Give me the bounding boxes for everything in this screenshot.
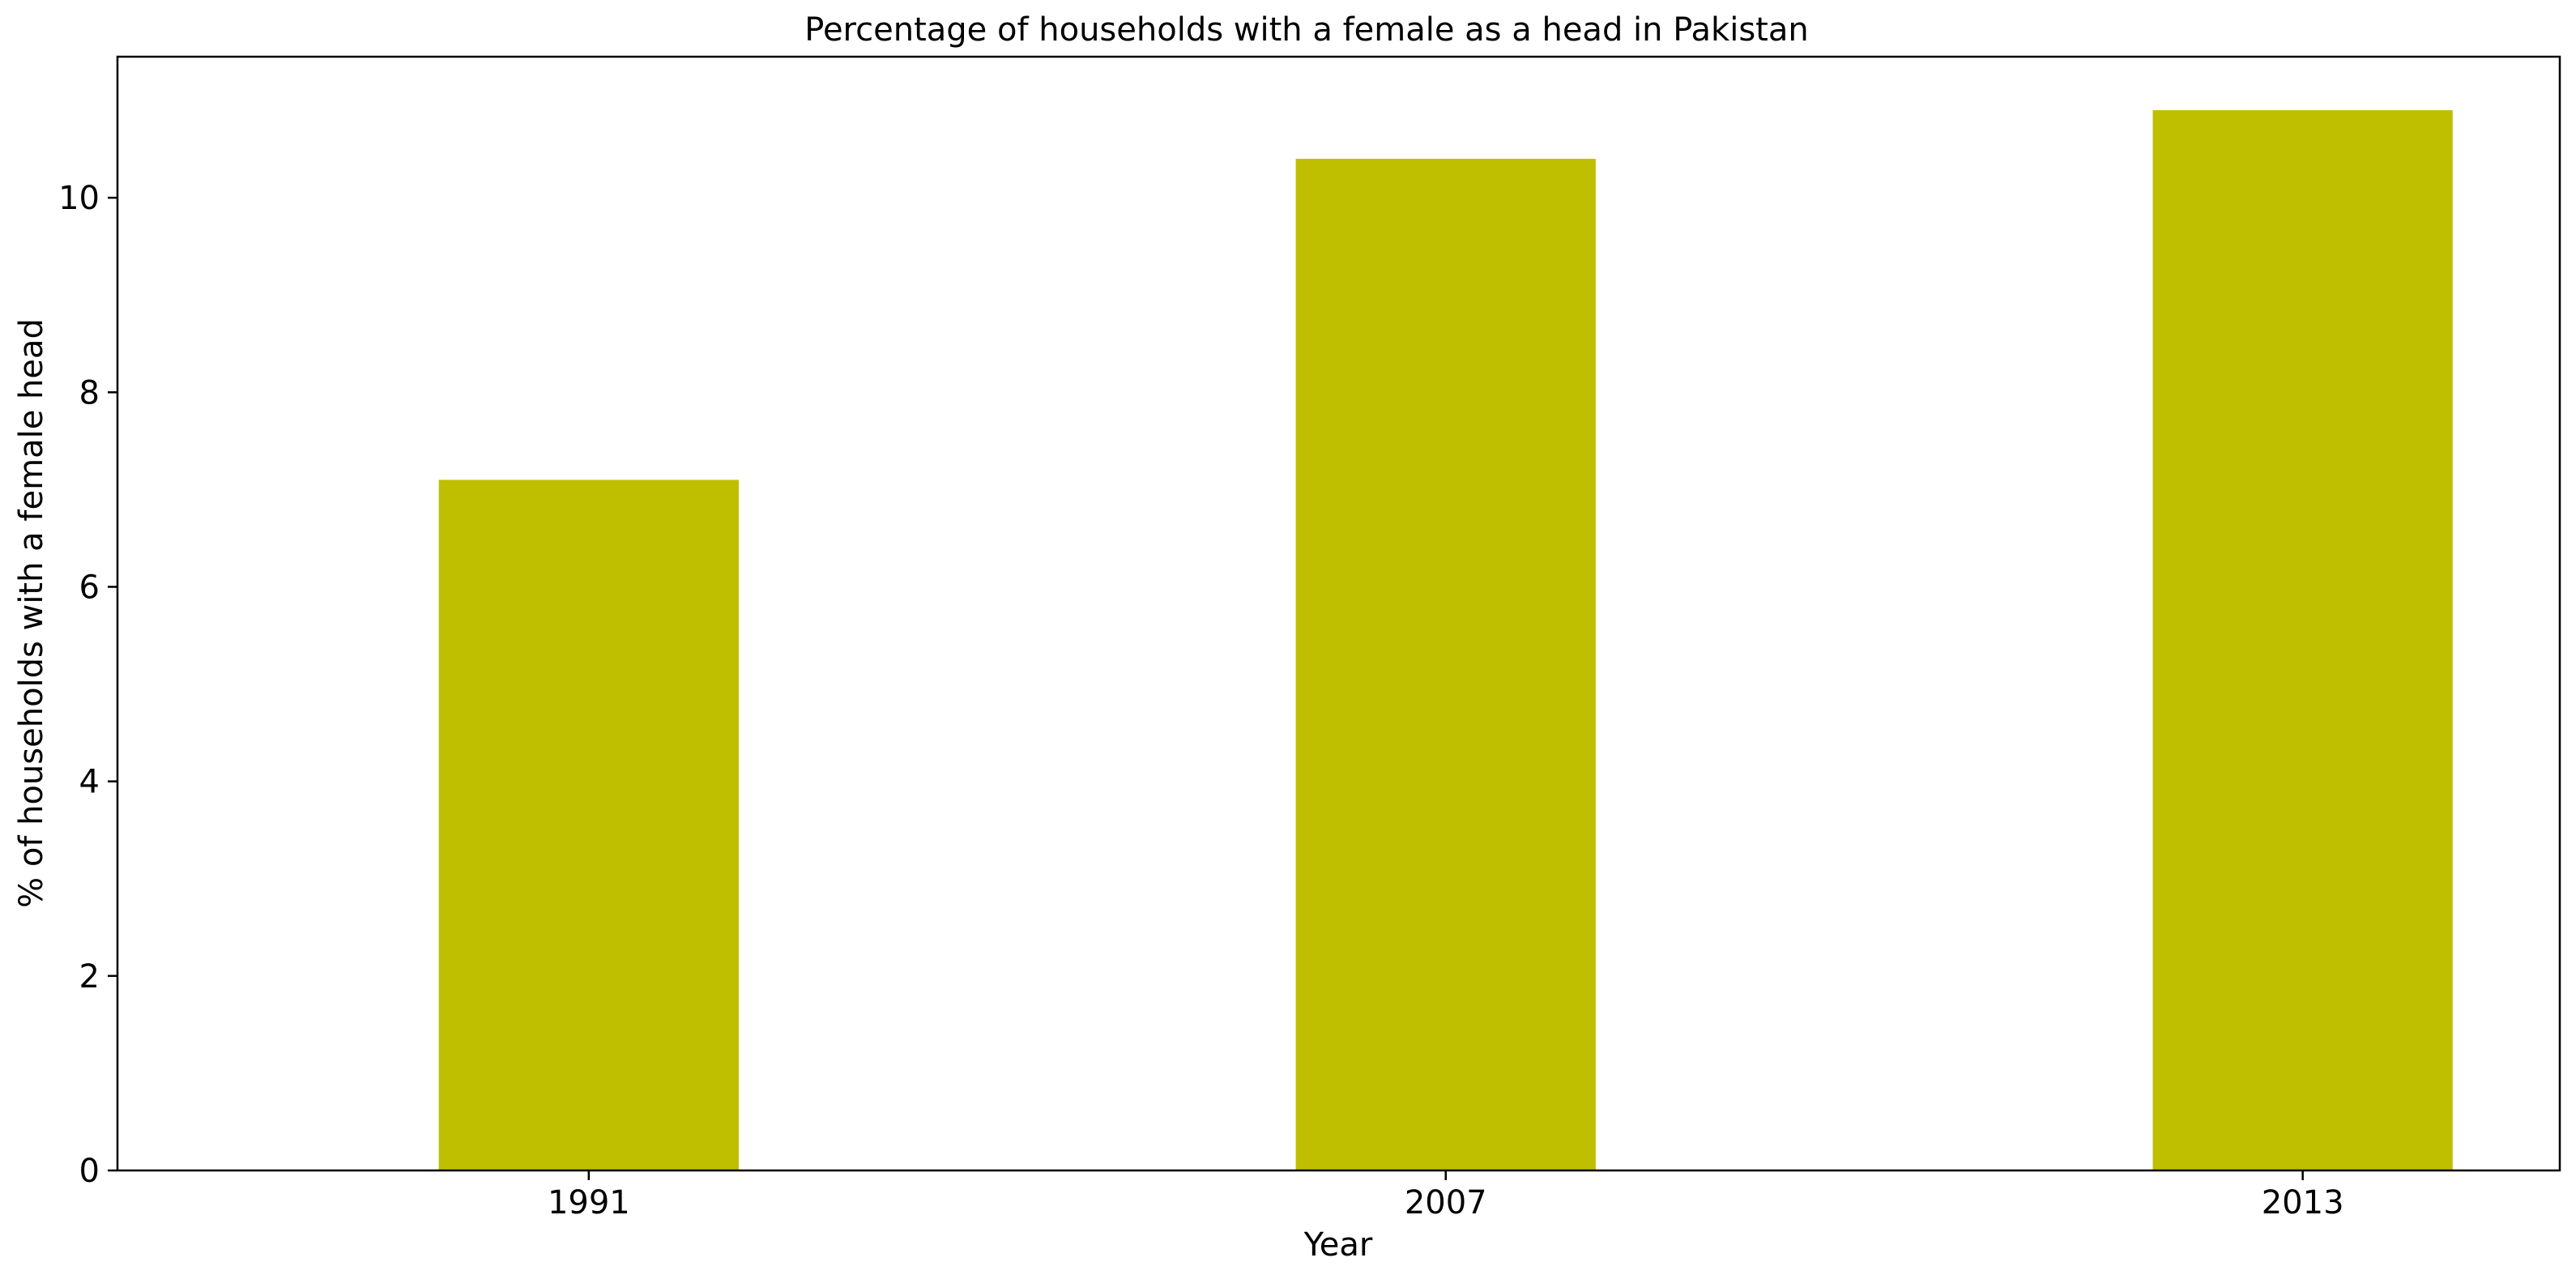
- x-axis-label: Year: [1303, 1226, 1373, 1264]
- x-axis: 1991 2007 2013: [548, 1170, 2344, 1221]
- chart-title: Percentage of households with a female a…: [804, 11, 1808, 49]
- y-tick-label: 6: [79, 569, 100, 606]
- plot-area-frame: [116, 55, 2561, 1172]
- bar-1991: [438, 480, 739, 1170]
- y-axis: 0 2 4 6 8 10: [58, 180, 117, 1190]
- y-tick-label: 0: [79, 1153, 100, 1190]
- bars-layer: [438, 110, 2453, 1171]
- bar-2013: [2152, 110, 2453, 1170]
- x-tick-label: 2013: [2262, 1184, 2344, 1221]
- y-tick-label: 2: [79, 958, 100, 995]
- x-tick-label: 2007: [1405, 1184, 1487, 1221]
- bar-2007: [1295, 159, 1596, 1171]
- y-tick-label: 4: [79, 764, 100, 801]
- y-axis-label: % of households with a female head: [13, 318, 50, 908]
- y-tick-label: 10: [58, 180, 100, 217]
- x-tick-label: 1991: [548, 1184, 630, 1221]
- y-tick-label: 8: [79, 374, 100, 411]
